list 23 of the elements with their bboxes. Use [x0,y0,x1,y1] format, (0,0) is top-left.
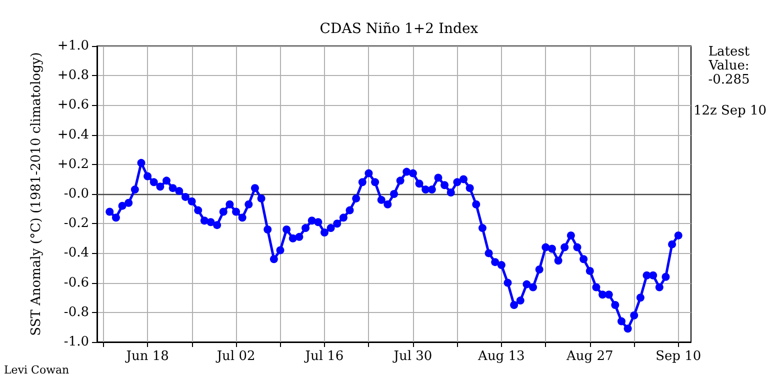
y-tick-label: -0.8 [64,304,89,320]
x-tick-label: Aug 13 [477,349,525,364]
y-tick-label: +0.2 [57,156,89,172]
x-tick-label: Jul 30 [392,349,432,364]
y-tick-label: -0.6 [64,275,89,290]
y-tick-label: +1.0 [57,38,89,54]
x-tick-label: Jul 02 [214,349,256,364]
y-tick-label: -0.4 [64,246,89,261]
chart-title: CDAS Niño 1+2 Index [320,21,478,37]
x-tick-label: Jun 18 [124,349,169,364]
text: Latest Value: -0.285 [708,44,750,88]
y-tick-label: +0.4 [57,127,89,142]
y-tick-label: -0.0 [64,186,89,202]
x-tick-label: Sep 10 [656,349,702,364]
y-tick-label: +0.8 [57,68,89,84]
y-tick-label: +0.6 [57,98,89,113]
x-tick-label: Aug 27 [566,349,614,364]
text: Levi Cowan [4,364,70,376]
x-tick-label: Jul 16 [303,349,344,364]
y-axis-title: SST Anomaly (°C) (1981-2010 climatology) [29,52,44,336]
text: 12z Sep 10 [693,104,767,118]
y-tick-label: -0.2 [64,216,89,232]
y-tick-label: -1.0 [64,334,89,350]
